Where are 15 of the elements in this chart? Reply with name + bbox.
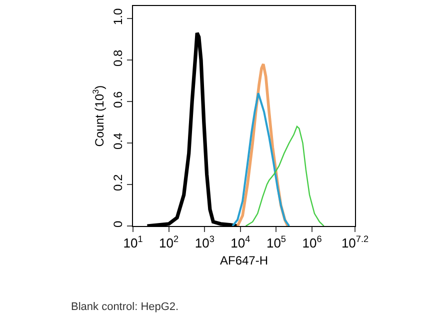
x-axis-title: AF647-H [220, 254, 268, 268]
y-tick-label: 0.6 [111, 91, 126, 108]
text: Blank control: HepG2. [71, 301, 179, 313]
x-tick-label: 10$^{1}$ [123, 234, 143, 251]
x-tick-label: 10$^{3}$ [194, 234, 214, 251]
x-tick-label: 10$^{4}$ [230, 234, 250, 251]
y-tick-label: 1.0 [111, 8, 126, 25]
y-tick-label: 0.4 [111, 132, 126, 150]
x-tick-label: 10$^{7.2}$ [341, 234, 369, 251]
y-tick-label: 0 [111, 220, 126, 228]
y-tick-label: 0.8 [111, 49, 126, 67]
x-tick-label: 10$^{6}$ [302, 234, 322, 251]
y-tick-label: 0.2 [111, 174, 126, 192]
x-tick-label: 10$^{5}$ [266, 234, 286, 251]
x-tick-label: 10$^{2}$ [159, 234, 179, 251]
